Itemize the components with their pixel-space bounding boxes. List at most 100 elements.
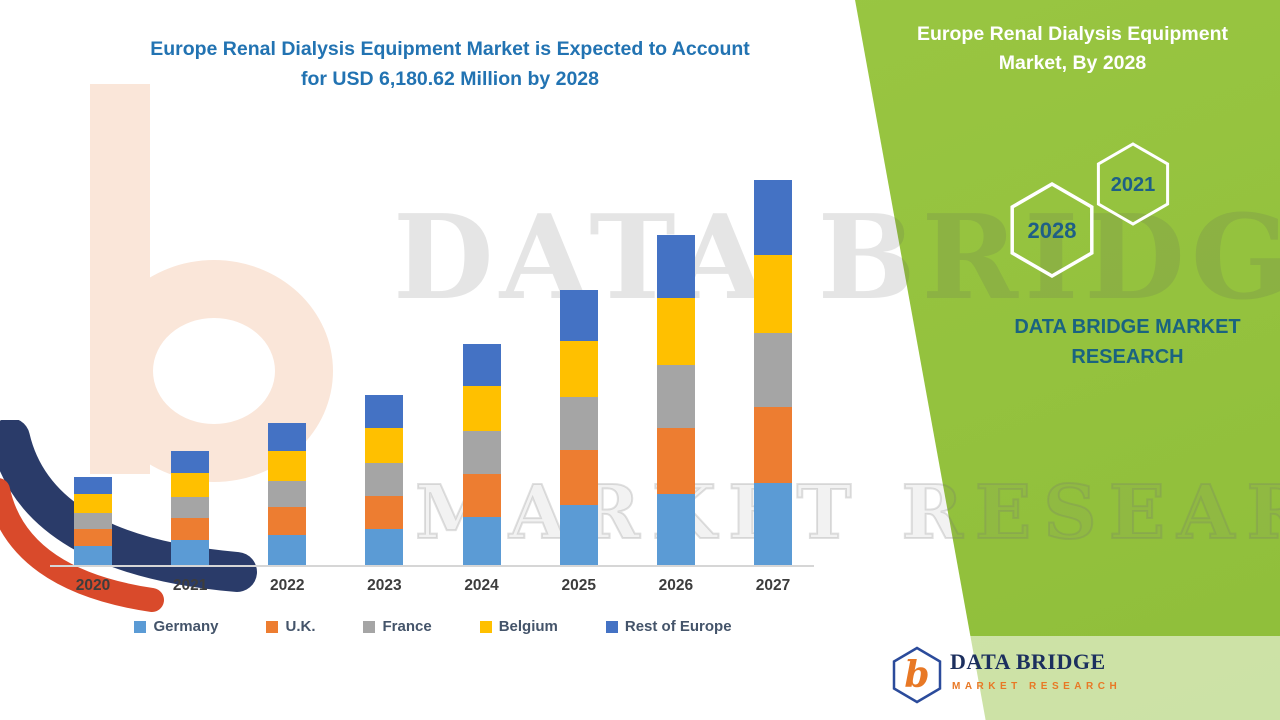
x-axis-label-2022: 2022 xyxy=(270,577,305,594)
bar-column-2026 xyxy=(641,235,711,565)
hexagon-year-top: 2021 xyxy=(1111,174,1156,196)
bar-segment-germany xyxy=(74,545,112,565)
bar-column-2020 xyxy=(58,476,128,565)
side-panel-title: Europe Renal Dialysis Equipment Market, … xyxy=(880,20,1265,78)
footer-logo-letter: b xyxy=(904,654,929,696)
side-panel-title-line1: Europe Renal Dialysis Equipment xyxy=(917,23,1228,45)
x-axis-label-2027: 2027 xyxy=(755,577,791,594)
bar-segment-france xyxy=(365,463,404,496)
bar-column-2025 xyxy=(544,289,614,565)
bar-segment-u-k- xyxy=(656,428,695,494)
bar-segment-germany xyxy=(171,539,210,565)
hexagon-outline-bottom xyxy=(1010,181,1094,279)
bar-segment-germany xyxy=(462,516,501,565)
bar-segment-france xyxy=(753,332,792,408)
legend-swatch xyxy=(363,620,376,633)
bar-segment-belgium xyxy=(171,472,210,497)
bar-segment-france xyxy=(171,496,210,518)
x-axis-label-2024: 2024 xyxy=(464,577,499,594)
legend-label: Rest of Europe xyxy=(624,618,732,635)
bar-stack xyxy=(656,235,695,565)
bar-segment-u-k- xyxy=(268,506,307,535)
bar-stack xyxy=(365,395,404,565)
legend-label: Germany xyxy=(153,618,219,635)
bar-segment-belgium xyxy=(74,493,112,513)
bar-segment-rest-of-europe xyxy=(753,180,792,256)
bar-stack xyxy=(753,180,792,565)
footer-logo-hexagon xyxy=(892,646,942,704)
bar-segment-germany xyxy=(753,482,792,565)
watermark-text-line2: MARKET RESEARCH xyxy=(414,469,1280,557)
bar-segment-rest-of-europe xyxy=(268,423,307,452)
bar-segment-france xyxy=(656,365,695,429)
bar-segment-u-k- xyxy=(753,407,792,483)
bar-segment-u-k- xyxy=(462,473,501,517)
bar-segment-belgium xyxy=(462,386,501,432)
bar-segment-belgium xyxy=(656,297,695,366)
footer-brand-name: DATA BRIDGE xyxy=(950,649,1106,674)
legend-item-france: France xyxy=(363,618,432,635)
x-axis-label-2021: 2021 xyxy=(172,577,208,594)
bar-segment-rest-of-europe xyxy=(656,235,695,298)
bar-segment-germany xyxy=(268,534,307,565)
bar-segment-u-k- xyxy=(365,495,404,529)
bar-stack xyxy=(462,343,501,565)
legend-label: France xyxy=(382,618,432,635)
bar-segment-france xyxy=(462,431,501,474)
side-panel-brand-text: DATA BRIDGE MARKET RESEARCH xyxy=(990,312,1265,372)
bar-chart-plot-area xyxy=(58,180,808,565)
bar-stack xyxy=(74,476,112,565)
bar-stack xyxy=(268,423,307,565)
hexagon-badges: 2021 2028 xyxy=(1010,142,1170,279)
bar-stack xyxy=(171,450,210,565)
x-axis-line xyxy=(50,565,814,567)
side-panel-brand-line1: DATA BRIDGE MARKET xyxy=(1014,316,1241,338)
bar-segment-germany xyxy=(656,493,695,565)
legend-swatch xyxy=(266,620,279,633)
legend-swatch xyxy=(134,620,147,633)
bar-column-2024 xyxy=(447,343,517,565)
bar-segment-belgium xyxy=(268,451,307,481)
hexagon-year-bottom: 2028 xyxy=(1028,218,1077,243)
footer-brand-tagline: MARKET RESEARCH xyxy=(952,681,1122,692)
legend-item-rest-of-europe: Rest of Europe xyxy=(605,618,732,635)
bar-stack xyxy=(559,289,598,565)
x-axis-label-2026: 2026 xyxy=(658,577,694,594)
x-axis-label-2020: 2020 xyxy=(75,577,111,594)
legend-swatch xyxy=(479,620,492,633)
chart-legend: Germany U.K. France Belgium Rest of Europe xyxy=(58,618,808,635)
bar-segment-rest-of-europe xyxy=(171,450,210,473)
legend-swatch xyxy=(605,620,618,633)
bar-column-2021 xyxy=(155,450,225,565)
bar-segment-rest-of-europe xyxy=(559,289,598,341)
legend-item-germany: Germany xyxy=(134,618,218,635)
bar-column-2022 xyxy=(252,423,322,565)
watermark-text-line1: DATA BRIDGE xyxy=(393,190,1280,326)
side-panel-brand-line2: RESEARCH xyxy=(1071,346,1184,368)
chart-title-line2: for USD 6,180.62 Million by 2028 xyxy=(300,68,600,90)
bar-segment-belgium xyxy=(753,255,792,333)
bar-segment-france xyxy=(559,397,598,451)
bar-column-2023 xyxy=(349,395,419,565)
legend-item-belgium: Belgium xyxy=(479,618,558,635)
bar-column-2027 xyxy=(738,180,808,565)
bar-segment-u-k- xyxy=(559,450,598,505)
bar-segment-germany xyxy=(559,504,598,565)
bar-segment-france xyxy=(268,480,307,507)
bar-segment-rest-of-europe xyxy=(74,476,112,494)
chart-title: Europe Renal Dialysis Equipment Market i… xyxy=(70,34,830,94)
bar-segment-u-k- xyxy=(171,517,210,540)
legend-label: U.K. xyxy=(285,618,316,635)
bar-segment-germany xyxy=(365,528,404,565)
legend-item-u-k-: U.K. xyxy=(266,618,315,635)
bar-segment-rest-of-europe xyxy=(365,395,404,429)
hexagon-outline-top xyxy=(1096,142,1170,226)
bar-segment-belgium xyxy=(365,428,404,464)
bar-segment-belgium xyxy=(559,340,598,398)
legend-label: Belgium xyxy=(498,618,558,635)
bar-segment-u-k- xyxy=(74,528,112,546)
x-axis-label-2023: 2023 xyxy=(367,577,402,594)
x-axis-label-2025: 2025 xyxy=(561,577,596,594)
chart-title-line1: Europe Renal Dialysis Equipment Market i… xyxy=(150,38,750,60)
